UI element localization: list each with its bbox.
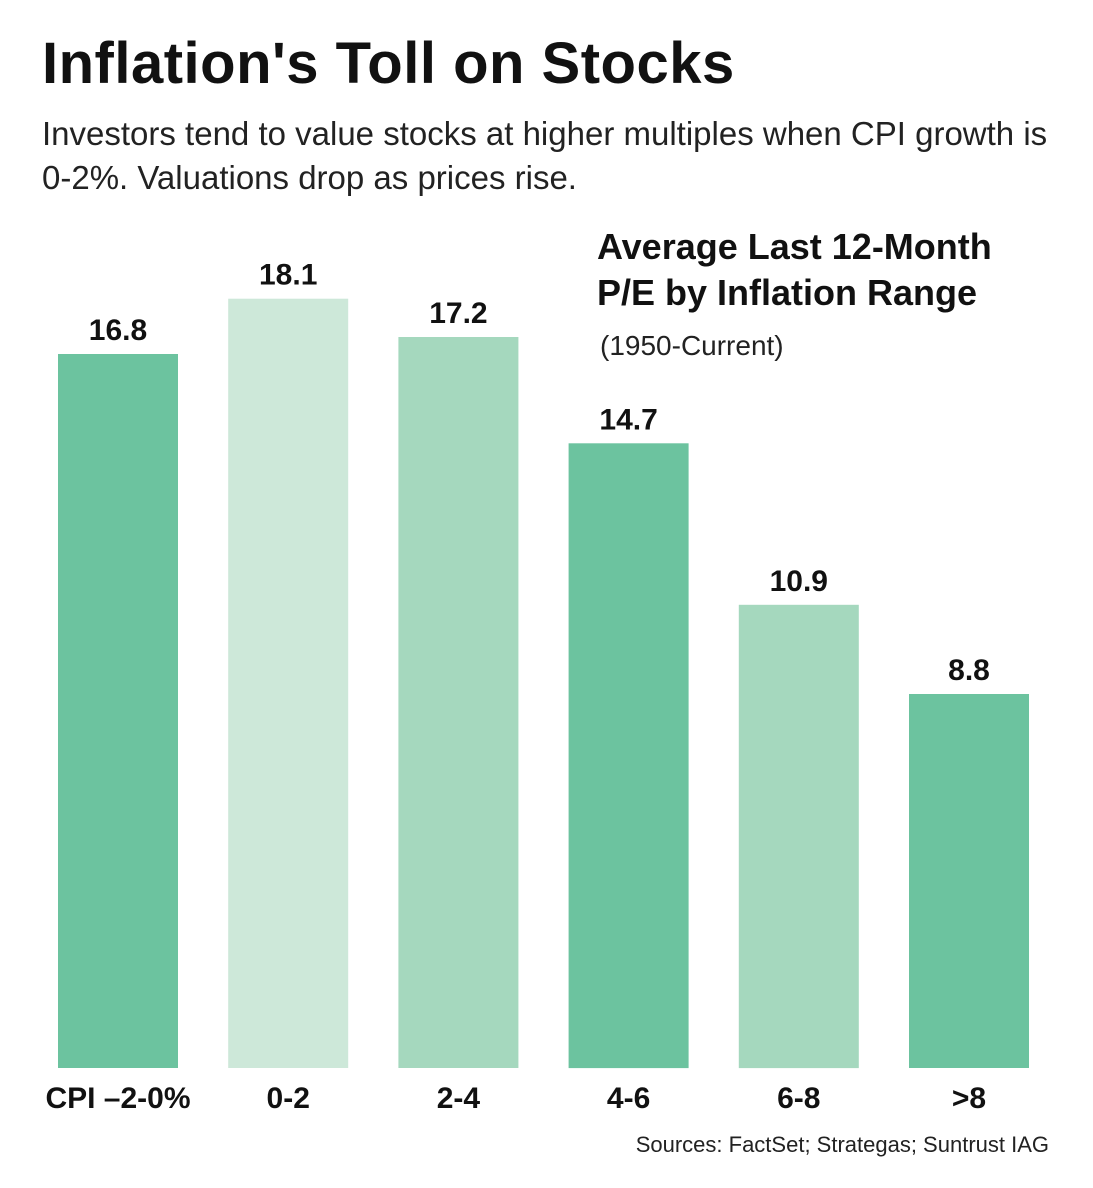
value-label-4: 14.7	[599, 403, 657, 436]
value-label-5: 10.9	[770, 565, 828, 598]
chart-heading-line2: P/E by Inflation Range	[597, 272, 978, 313]
bar-1	[58, 354, 178, 1068]
bar-6	[909, 694, 1029, 1068]
bar-5	[738, 604, 859, 1069]
chart-title: Inflation's Toll on Stocks	[42, 31, 735, 96]
chart-heading: Average Last 12-Month P/E by Inflation R…	[597, 224, 992, 316]
chart-heading-line1: Average Last 12-Month	[597, 226, 992, 267]
bar-4	[568, 443, 689, 1069]
category-label-6: >8	[952, 1082, 986, 1115]
category-label-5: 6-8	[777, 1082, 820, 1115]
value-label-3: 17.2	[429, 297, 487, 330]
chart-subtitle: Investors tend to value stocks at higher…	[42, 115, 1048, 196]
category-label-3: 2-4	[437, 1082, 481, 1115]
chart-period: (1950-Current)	[600, 330, 784, 361]
value-label-6: 8.8	[948, 654, 990, 687]
source-note: Sources: FactSet; Strategas; Suntrust IA…	[635, 1132, 1049, 1157]
category-label-4: 4-6	[607, 1082, 650, 1115]
category-label-2: 0-2	[267, 1082, 310, 1115]
bar-3	[398, 337, 519, 1068]
category-label-1: CPI –2-0%	[45, 1082, 190, 1115]
value-label-2: 18.1	[259, 259, 317, 292]
bar-2	[228, 298, 349, 1068]
value-label-1: 16.8	[89, 314, 147, 347]
